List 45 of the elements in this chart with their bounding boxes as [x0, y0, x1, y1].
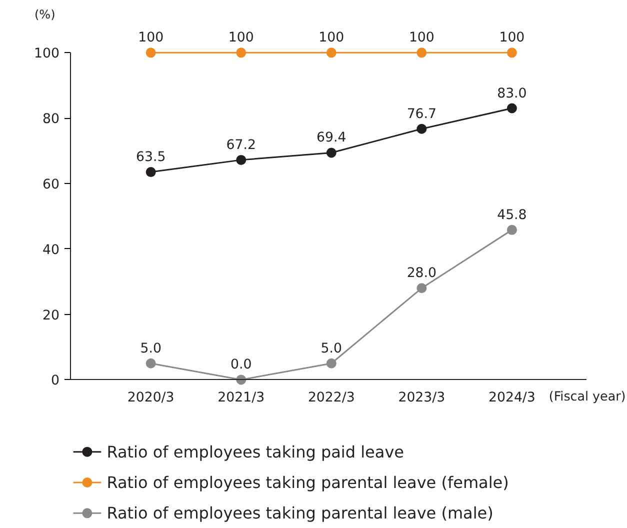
point: [416, 124, 427, 134]
y-tick-label: 100: [34, 46, 60, 62]
point: [416, 283, 427, 294]
point: [326, 48, 336, 58]
x-tick-label: 2021/3: [218, 390, 265, 406]
y-tick-label: 80: [42, 112, 60, 128]
y-tick-label: 0: [51, 374, 60, 389]
data-label: 100: [318, 30, 344, 46]
y-axis-title: (%): [34, 8, 56, 22]
x-tick-label: 2020/3: [127, 390, 174, 406]
point: [506, 103, 517, 114]
point: [236, 48, 246, 58]
point: [236, 154, 246, 165]
data-label: 5.0: [140, 341, 162, 356]
legend-label: Ratio of employees taking paid leave: [106, 442, 404, 462]
data-label: 83.0: [497, 86, 527, 102]
x-axis-title: (Fiscal year): [548, 388, 626, 404]
legend-label: Ratio of employees taking parental leave (male): [106, 504, 494, 523]
point: [326, 148, 336, 158]
data-label: 45.8: [497, 208, 527, 223]
point: [146, 358, 156, 368]
data-label: 28.0: [406, 266, 437, 282]
y-tick-label: 40: [42, 242, 60, 258]
point: [326, 358, 336, 368]
point: [146, 167, 156, 178]
x-tick-label: 2023/3: [398, 390, 446, 406]
point: [506, 224, 517, 235]
y-tick-label: 60: [42, 177, 60, 192]
data-label: 63.5: [136, 150, 166, 166]
data-label: 5.0: [320, 341, 342, 356]
point: [416, 48, 427, 58]
point: [146, 48, 156, 58]
legend-label: Ratio of employees taking parental leave (female): [106, 473, 509, 492]
x-tick-label: 2024/3: [488, 390, 536, 406]
data-label: 76.7: [406, 106, 437, 122]
point: [506, 48, 517, 58]
data-label: 69.4: [316, 130, 346, 146]
data-label: 100: [138, 30, 164, 46]
data-label: 67.2: [226, 138, 256, 153]
y-tick-label: 20: [42, 308, 60, 324]
data-label: 100: [228, 30, 254, 46]
data-label: 100: [408, 30, 434, 46]
data-label: 0.0: [230, 358, 252, 373]
data-label: 100: [499, 30, 525, 46]
x-tick-label: 2022/3: [308, 390, 355, 406]
